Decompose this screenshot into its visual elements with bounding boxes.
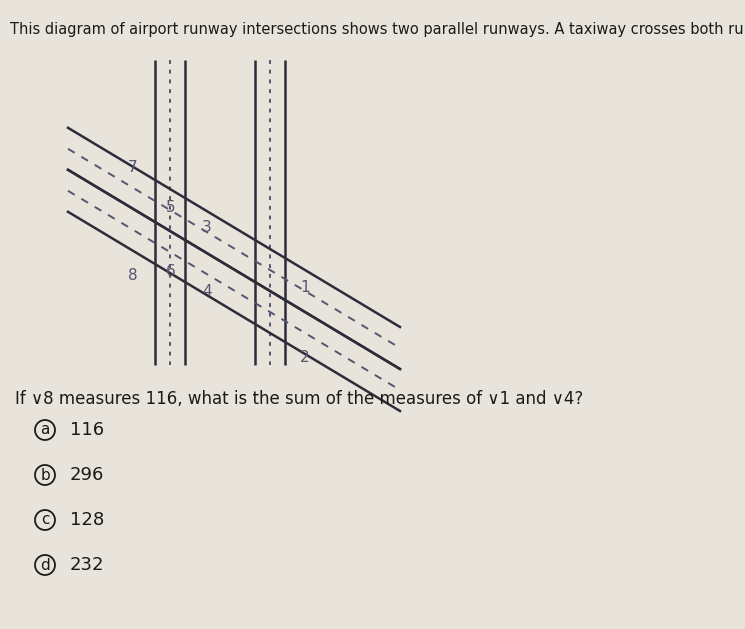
Text: 3: 3 xyxy=(202,221,212,235)
Text: 2: 2 xyxy=(300,350,310,365)
Text: This diagram of airport runway intersections shows two parallel runways. A taxiw: This diagram of airport runway intersect… xyxy=(10,22,745,37)
Text: 296: 296 xyxy=(70,466,104,484)
Text: 232: 232 xyxy=(70,556,104,574)
Text: 1: 1 xyxy=(300,281,310,296)
Text: c: c xyxy=(41,513,49,528)
Text: 7: 7 xyxy=(128,160,138,175)
Text: 6: 6 xyxy=(166,265,176,279)
Text: b: b xyxy=(40,467,50,482)
Text: 5: 5 xyxy=(166,201,176,216)
Text: d: d xyxy=(40,557,50,572)
Text: 128: 128 xyxy=(70,511,104,529)
Text: 8: 8 xyxy=(128,269,138,284)
Text: If ∨8 measures 116, what is the sum of the measures of ∨1 and ∨4?: If ∨8 measures 116, what is the sum of t… xyxy=(15,390,583,408)
Text: a: a xyxy=(40,423,50,438)
Text: 4: 4 xyxy=(202,284,212,299)
Text: 116: 116 xyxy=(70,421,104,439)
